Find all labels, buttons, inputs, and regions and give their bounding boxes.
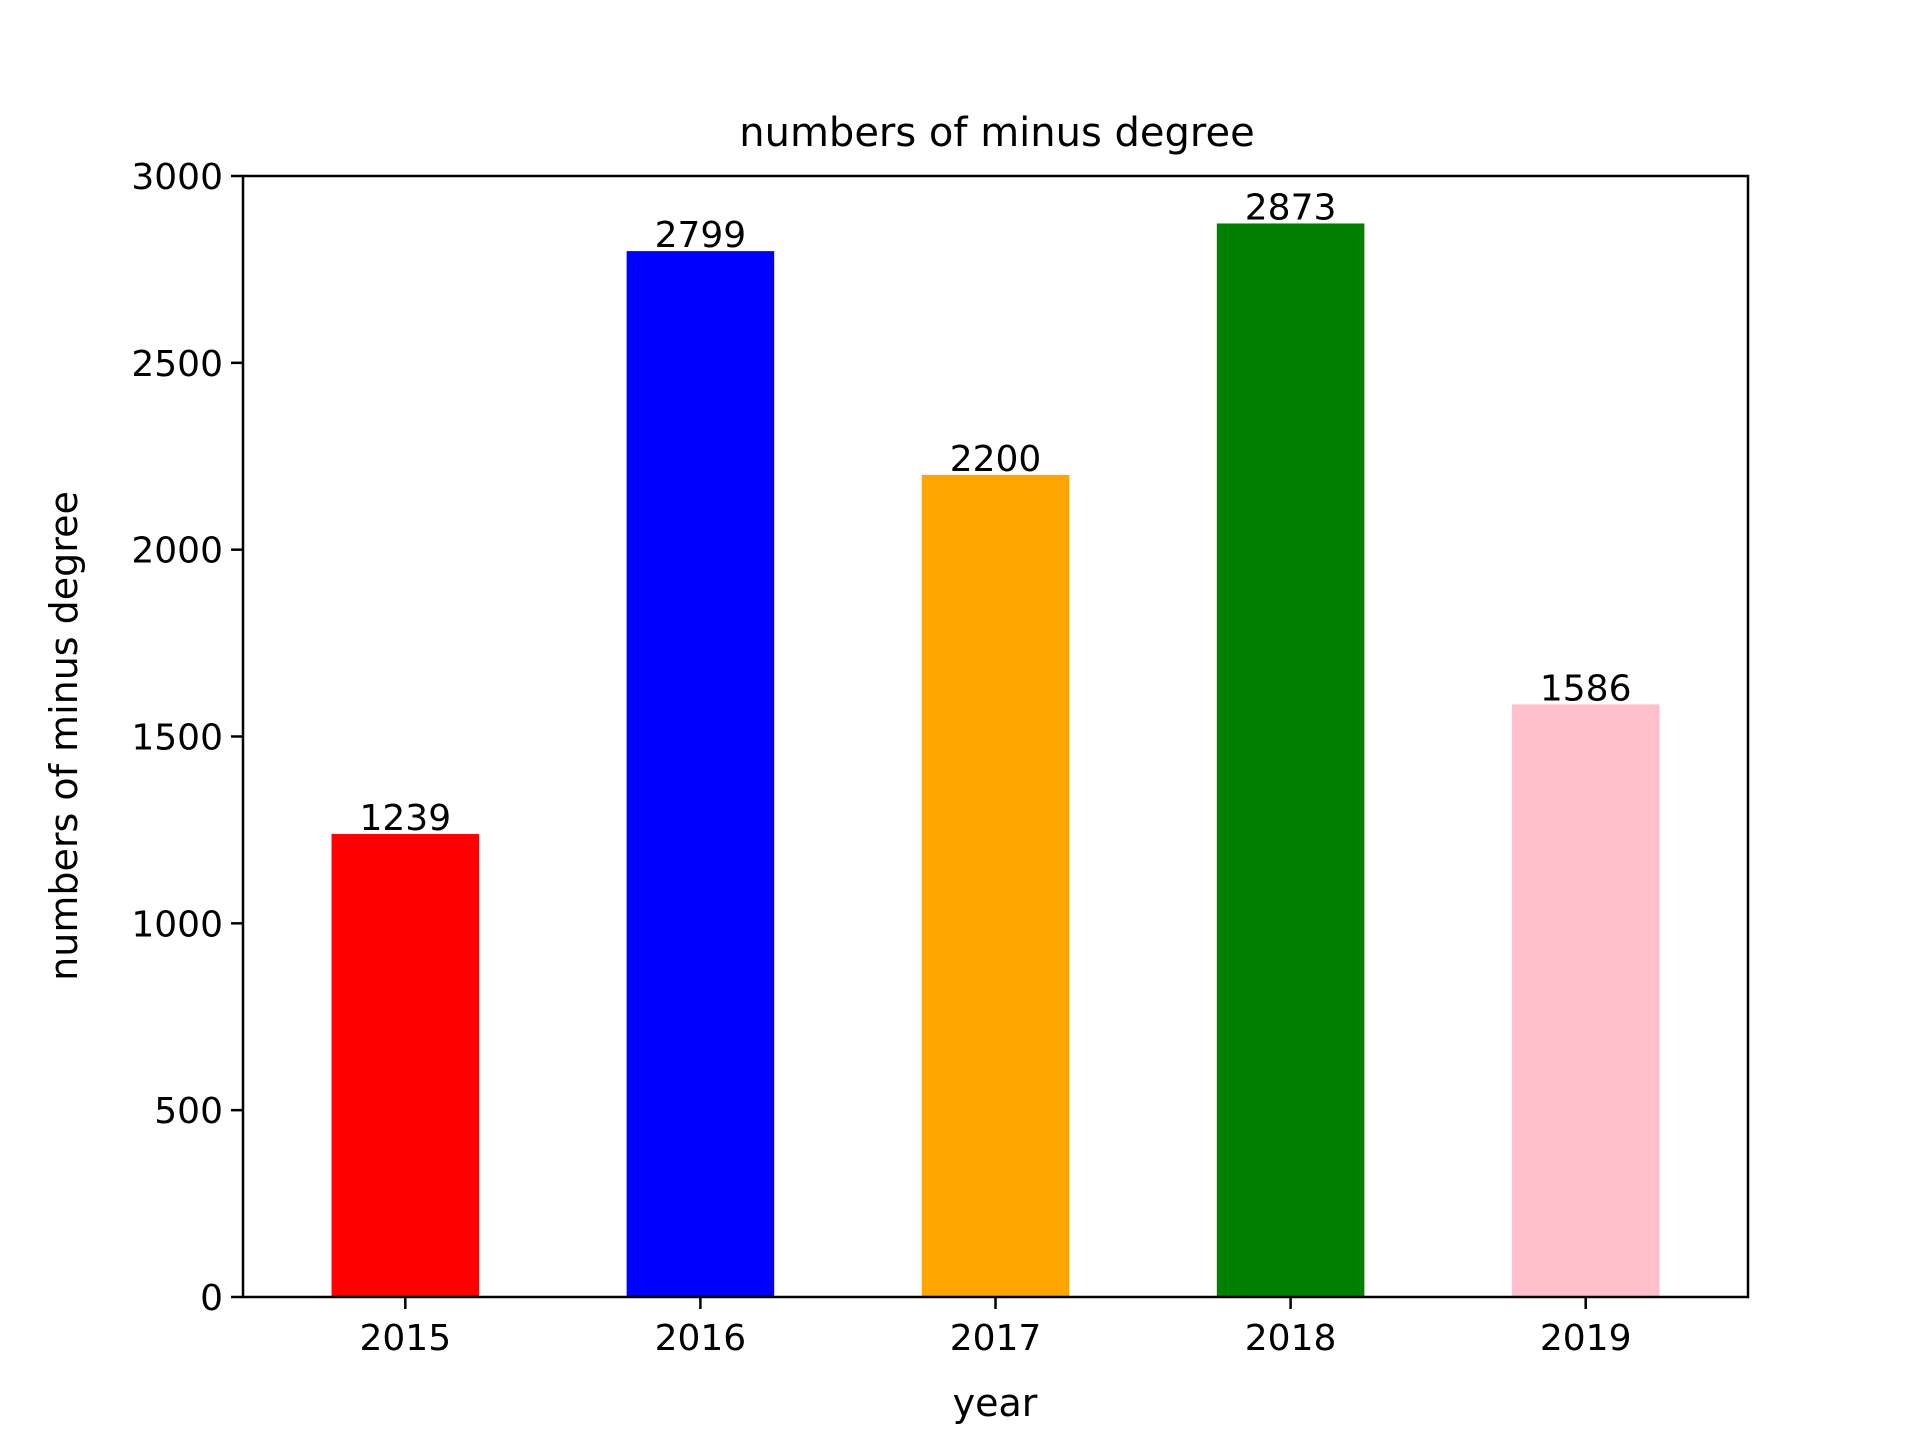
chart-title: numbers of minus degree <box>739 110 1254 156</box>
data-label-2017: 2200 <box>950 439 1042 480</box>
x-axis-label: year <box>953 1381 1038 1425</box>
x-tick-label-2016: 2016 <box>655 1318 747 1359</box>
y-tick-label-2500: 2500 <box>131 344 223 385</box>
data-label-2016: 2799 <box>655 215 747 256</box>
y-tick-label-2000: 2000 <box>131 531 223 572</box>
bar-2016 <box>626 251 775 1298</box>
bar-2019 <box>1511 704 1660 1297</box>
x-tick-label-2018: 2018 <box>1245 1318 1337 1359</box>
x-tick-label-2019: 2019 <box>1540 1318 1632 1359</box>
bar-2015 <box>331 834 480 1297</box>
data-labels-layer: 1239 2799 2200 2873 1586 <box>359 187 1631 839</box>
y-axis-label: numbers of minus degree <box>42 491 86 981</box>
y-axis-ticks: 0 500 1000 1500 2000 2500 3000 <box>131 157 243 1319</box>
x-tick-label-2017: 2017 <box>950 1318 1042 1359</box>
x-axis-ticks: 2015 2016 2017 2018 2019 <box>359 1297 1632 1359</box>
data-label-2019: 1586 <box>1540 668 1632 709</box>
bar-2018 <box>1216 223 1365 1298</box>
plot-area-frame <box>241 174 1750 1299</box>
bars-layer <box>331 223 1660 1298</box>
y-tick-label-500: 500 <box>154 1091 223 1132</box>
data-label-2018: 2873 <box>1245 187 1337 228</box>
bar-2017 <box>921 474 1070 1297</box>
y-tick-label-1500: 1500 <box>131 718 223 759</box>
y-tick-label-0: 0 <box>200 1278 223 1319</box>
data-label-2015: 1239 <box>359 798 451 839</box>
y-tick-label-1000: 1000 <box>131 904 223 945</box>
x-tick-label-2015: 2015 <box>359 1318 451 1359</box>
y-tick-label-3000: 3000 <box>131 157 223 198</box>
